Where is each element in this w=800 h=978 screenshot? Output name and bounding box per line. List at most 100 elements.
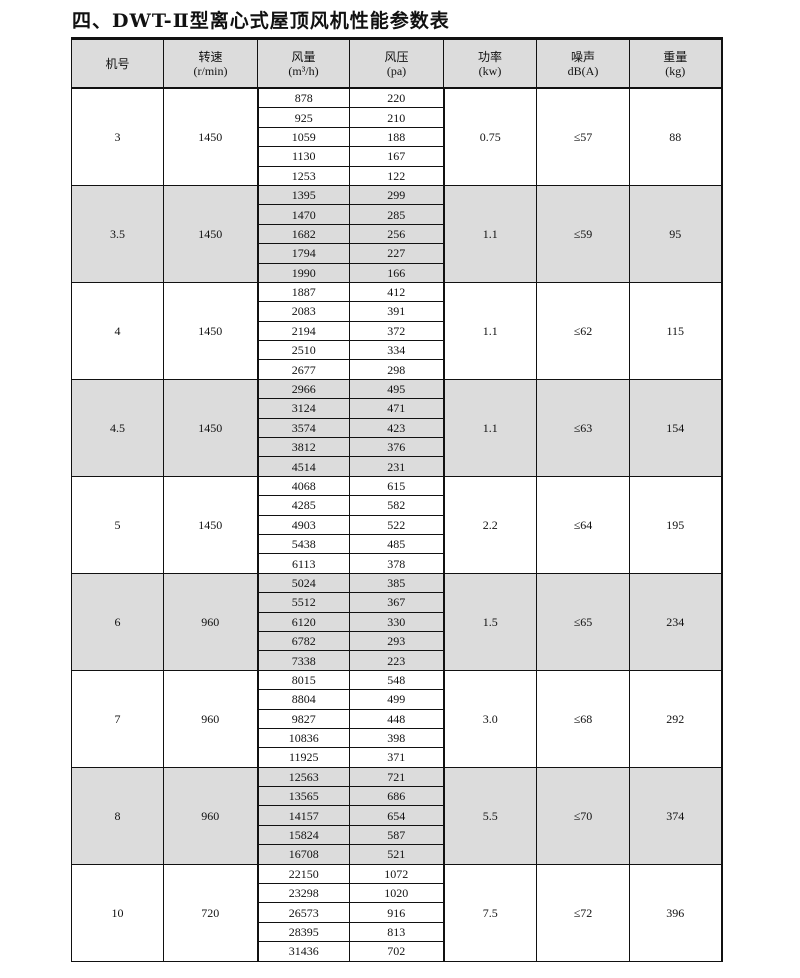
airflow-cell: 5024	[256, 572, 350, 594]
table-row: 8 960 12563 721 5.5 ≤70 374	[71, 766, 722, 865]
airflow-cell: 13565	[256, 786, 350, 807]
power-cell: 1.1	[443, 281, 537, 380]
airflow-cell: 6120	[256, 611, 350, 632]
table-row: 10836 398	[72, 727, 722, 749]
table-row: 1682 256	[72, 223, 722, 245]
airflow-cell: 1990	[256, 262, 350, 283]
airflow-cell: 6782	[256, 630, 350, 652]
power-cell: 3.0	[443, 669, 537, 768]
speed-cell: 1450	[163, 475, 258, 574]
column-header: 转速 (r/min)	[163, 38, 258, 89]
noise-cell: ≤70	[536, 766, 630, 865]
airflow-cell: 7338	[256, 650, 350, 671]
model-cell: 7	[71, 669, 164, 768]
pressure-cell: 298	[349, 359, 445, 380]
airflow-cell: 26573	[256, 902, 350, 923]
header-label: 噪声	[570, 49, 595, 64]
header-row: 机号 转速 (r/min) 风量 (m³/h) 风压 (pa) 功率 (kw) 噪声 dB(A) 重量…	[71, 38, 722, 89]
weight-cell: 154	[629, 378, 722, 477]
header-label: 风压	[384, 49, 409, 64]
header-label: 机号	[105, 56, 130, 71]
column-header: 噪声 dB(A)	[536, 38, 630, 89]
noise-cell: ≤72	[536, 863, 630, 962]
airflow-cell: 1682	[256, 223, 350, 245]
table-row: 8804 499	[72, 689, 722, 710]
pressure-cell: 654	[349, 805, 445, 826]
weight-cell: 195	[629, 475, 722, 574]
pressure-cell: 256	[349, 223, 445, 245]
noise-cell: ≤57	[536, 87, 630, 186]
airflow-cell: 2194	[256, 320, 350, 342]
pressure-cell: 412	[349, 281, 445, 303]
pressure-cell: 1020	[349, 883, 445, 904]
pressure-cell: 721	[349, 766, 445, 788]
header-unit: dB(A)	[567, 63, 599, 78]
weight-cell: 292	[629, 669, 722, 768]
table-row: 1059 188	[72, 126, 722, 148]
pressure-cell: 210	[349, 107, 445, 128]
pressure-cell: 223	[349, 650, 445, 671]
airflow-cell: 5512	[256, 592, 350, 613]
noise-cell: ≤62	[536, 281, 630, 380]
airflow-cell: 2510	[256, 340, 350, 361]
airflow-cell: 11925	[256, 747, 350, 768]
pressure-cell: 398	[349, 727, 445, 749]
power-cell: 1.1	[443, 184, 537, 283]
weight-cell: 95	[629, 184, 722, 283]
airflow-cell: 15824	[256, 824, 350, 846]
pressure-cell: 220	[349, 87, 445, 109]
airflow-cell: 23298	[256, 883, 350, 904]
pressure-cell: 378	[349, 553, 445, 574]
airflow-cell: 4285	[256, 495, 350, 516]
model-cell: 5	[71, 475, 164, 574]
table-row: 13565 686	[72, 786, 722, 807]
column-header: 机号	[71, 38, 164, 89]
model-cell: 3	[71, 87, 164, 186]
weight-cell: 396	[629, 863, 722, 962]
column-header: 功率 (kw)	[443, 38, 537, 89]
pressure-cell: 299	[349, 184, 445, 206]
column-header: 重量 (kg)	[629, 38, 722, 89]
table-row: 16708 521	[72, 844, 722, 865]
airflow-cell: 3812	[256, 437, 350, 458]
table-body: 3 1450 878 220 0.75 ≤57 88 925 210 1059 188 1130 167…	[71, 87, 722, 962]
model-cell: 4	[71, 281, 164, 380]
table-row: 1470 285	[72, 204, 722, 225]
model-cell: 8	[71, 766, 164, 865]
column-header: 风量 (m³/h)	[257, 38, 350, 89]
speed-cell: 960	[163, 669, 258, 768]
airflow-cell: 1130	[256, 146, 350, 167]
table-row: 2677 298	[72, 359, 722, 380]
table-row: 4 1450 1887 412 1.1 ≤62 115	[71, 281, 722, 380]
header-label: 转速	[198, 49, 223, 64]
airflow-cell: 14157	[256, 805, 350, 826]
airflow-cell: 8804	[256, 689, 350, 710]
airflow-cell: 3574	[256, 417, 350, 439]
pressure-cell: 334	[349, 340, 445, 361]
speed-cell: 960	[163, 572, 258, 671]
speed-cell: 720	[163, 863, 258, 962]
pressure-cell: 495	[349, 378, 445, 400]
pressure-cell: 371	[349, 747, 445, 768]
table-row: 5512 367	[72, 592, 722, 613]
pressure-cell: 582	[349, 495, 445, 516]
table-row: 3574 423	[72, 417, 722, 439]
pressure-cell: 522	[349, 514, 445, 535]
model-cell: 10	[71, 863, 164, 962]
pressure-cell: 499	[349, 689, 445, 710]
airflow-cell: 4068	[256, 475, 350, 497]
header-label: 重量	[663, 49, 688, 64]
pressure-cell: 122	[349, 165, 445, 186]
pressure-cell: 1072	[349, 863, 445, 885]
airflow-cell: 3124	[256, 398, 350, 419]
airflow-cell: 878	[256, 87, 350, 109]
noise-cell: ≤59	[536, 184, 630, 283]
table-row: 3124 471	[72, 398, 722, 419]
airflow-cell: 1059	[256, 126, 350, 148]
table-row: 6120 330	[72, 611, 722, 632]
airflow-cell: 1395	[256, 184, 350, 206]
table-row: 6782 293	[72, 630, 722, 652]
airflow-cell: 22150	[256, 863, 350, 885]
pressure-cell: 686	[349, 786, 445, 807]
table-row: 4514 231	[72, 456, 722, 477]
